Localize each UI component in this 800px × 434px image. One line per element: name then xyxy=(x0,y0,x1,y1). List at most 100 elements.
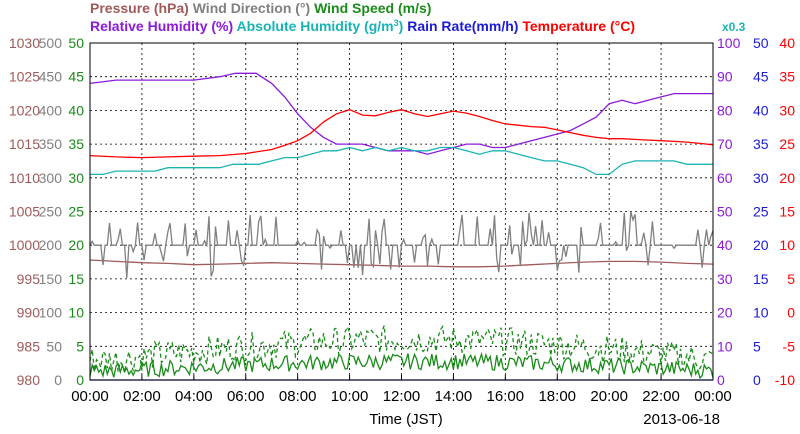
temperature-tick-label: 40 xyxy=(779,35,795,51)
series-relative-humidity xyxy=(89,72,713,155)
wind-speed-tick-label: 10 xyxy=(68,305,84,321)
rain-rate-tick-label: 35 xyxy=(753,136,769,152)
x-tick-label: 06:00 xyxy=(227,388,265,405)
temperature-tick-label: 10 xyxy=(779,237,795,253)
wind-speed-tick-label: 20 xyxy=(68,237,84,253)
pressure-tick-label: 1015 xyxy=(9,136,40,152)
x-tick-label: 18:00 xyxy=(538,388,576,405)
x-tick-label: 16:00 xyxy=(487,388,525,405)
pressure-tick-label: 1000 xyxy=(9,237,40,253)
rain-rate-tick-label: 10 xyxy=(753,305,769,321)
rain-rate-tick-label: 45 xyxy=(753,69,769,85)
wind-direction-tick-label: 50 xyxy=(46,338,62,354)
temperature-tick-label: -10 xyxy=(775,372,795,388)
relative-humidity-tick-label: 10 xyxy=(717,338,733,354)
wind-direction-tick-label: 300 xyxy=(39,170,63,186)
relative-humidity-tick-label: 70 xyxy=(717,136,733,152)
legend-row-1: Pressure (hPa) Wind Direction (°) Wind S… xyxy=(90,0,431,16)
x-tick-label: 04:00 xyxy=(175,388,213,405)
x-tick-label: 02:00 xyxy=(123,388,161,405)
legend-entry: Relative Humidity (%) xyxy=(90,18,233,34)
pressure-tick-label: 1030 xyxy=(9,35,40,51)
rain-rate-tick-label: 25 xyxy=(753,204,769,220)
temperature-tick-label: 30 xyxy=(779,102,795,118)
legend-entry-tail: ) xyxy=(399,18,404,34)
series-wind-speed-peak-m-s xyxy=(89,324,714,373)
x-tick-label: 22:00 xyxy=(642,388,680,405)
temperature-tick-label: 20 xyxy=(779,170,795,186)
legend-entry: Absolute Humidity (g/m xyxy=(233,18,393,34)
relative-humidity-tick-label: 100 xyxy=(717,35,741,51)
legend-entry: Rain Rate(mm/h) xyxy=(403,18,518,34)
pressure-tick-label: 990 xyxy=(17,305,41,321)
wind-direction-tick-label: 400 xyxy=(39,102,63,118)
legend: Pressure (hPa) Wind Direction (°) Wind S… xyxy=(90,0,746,34)
relative-humidity-tick-label: 60 xyxy=(717,170,733,186)
series-wind-direction xyxy=(89,211,714,278)
relative-humidity-tick-label: 80 xyxy=(717,102,733,118)
wind-speed-tick-label: 15 xyxy=(68,271,84,287)
legend-entry: Pressure (hPa) xyxy=(90,0,189,16)
pressure-tick-label: 1005 xyxy=(9,204,40,220)
date-label: 2013-06-18 xyxy=(643,411,720,428)
wind-speed-tick-label: 25 xyxy=(68,204,84,220)
rain-rate-tick-label: 30 xyxy=(753,170,769,186)
pressure-tick-label: 995 xyxy=(17,271,41,287)
wind-speed-tick-label: 50 xyxy=(68,35,84,51)
relative-humidity-tick-label: 30 xyxy=(717,271,733,287)
legend-multiplier: x0.3 xyxy=(722,20,746,34)
series-pressure-hpa xyxy=(89,259,714,268)
pressure-tick-label: 1010 xyxy=(9,170,40,186)
rain-rate-tick-label: 20 xyxy=(753,237,769,253)
temperature-tick-label: -5 xyxy=(783,338,796,354)
rain-rate-tick-label: 5 xyxy=(753,338,761,354)
wind-direction-tick-label: 0 xyxy=(54,372,62,388)
wind-direction-tick-label: 350 xyxy=(39,136,63,152)
relative-humidity-tick-label: 20 xyxy=(717,305,733,321)
legend-entry: Wind Direction (°) xyxy=(189,0,310,16)
wind-direction-tick-label: 100 xyxy=(39,305,63,321)
wind-speed-tick-label: 45 xyxy=(68,69,84,85)
series-wind-speed-mean-m-s xyxy=(89,351,714,380)
temperature-tick-label: 5 xyxy=(787,271,795,287)
legend-superscript: 3 xyxy=(394,18,399,28)
x-axis: 00:00 02:00 04:00 06:00 08:00 10:00 12:00 14:00… xyxy=(71,375,732,405)
x-tick-label: 14:00 xyxy=(435,388,473,405)
grid xyxy=(90,43,713,380)
series-absolute-humidity-x0-3 xyxy=(90,146,713,176)
temperature-tick-label: 0 xyxy=(787,305,795,321)
pressure-tick-label: 985 xyxy=(17,338,41,354)
wind-direction-tick-label: 450 xyxy=(39,69,63,85)
temperature-tick-label: 15 xyxy=(779,204,795,220)
relative-humidity-tick-label: 90 xyxy=(717,69,733,85)
y-axes: 1030102510201015101010051000995990985980… xyxy=(9,35,795,388)
wind-direction-tick-label: 500 xyxy=(39,35,63,51)
pressure-tick-label: 980 xyxy=(17,372,41,388)
wind-speed-tick-label: 5 xyxy=(76,338,84,354)
x-tick-label: 10:00 xyxy=(331,388,369,405)
wind-speed-tick-label: 0 xyxy=(76,372,84,388)
pressure-tick-label: 1025 xyxy=(9,69,40,85)
relative-humidity-tick-label: 0 xyxy=(717,372,725,388)
pressure-tick-label: 1020 xyxy=(9,102,40,118)
rain-rate-tick-label: 50 xyxy=(753,35,769,51)
wind-speed-tick-label: 35 xyxy=(68,136,84,152)
wind-speed-tick-label: 40 xyxy=(68,102,84,118)
temperature-tick-label: 35 xyxy=(779,69,795,85)
series-temperature-c xyxy=(89,109,714,159)
x-tick-label: 08:00 xyxy=(279,388,317,405)
rain-rate-tick-label: 15 xyxy=(753,271,769,287)
wind-direction-tick-label: 250 xyxy=(39,204,63,220)
wind-speed-tick-label: 30 xyxy=(68,170,84,186)
legend-entry: Wind Speed (m/s) xyxy=(310,0,431,16)
relative-humidity-tick-label: 50 xyxy=(717,204,733,220)
legend-row-2: Relative Humidity (%) Absolute Humidity … xyxy=(90,18,635,34)
x-tick-label: 20:00 xyxy=(590,388,628,405)
relative-humidity-tick-label: 40 xyxy=(717,237,733,253)
x-tick-label: 12:00 xyxy=(383,388,421,405)
x-tick-label: 00:00 xyxy=(694,388,732,405)
x-axis-label: Time (JST) xyxy=(369,411,443,428)
temperature-tick-label: 25 xyxy=(779,136,795,152)
legend-entry: Temperature (°C) xyxy=(518,18,635,34)
